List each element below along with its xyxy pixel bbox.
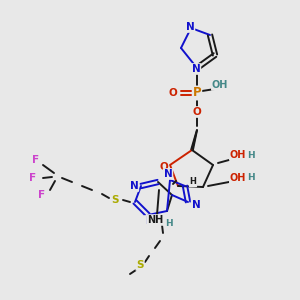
Text: F: F [29,173,37,183]
Text: N: N [145,216,153,226]
Text: N: N [186,22,194,32]
Text: O: O [169,88,177,98]
Text: S: S [111,195,119,205]
Text: O: O [193,107,201,117]
Text: S: S [136,260,144,270]
Text: NH: NH [147,215,163,225]
Text: N: N [164,169,172,179]
Text: H: H [247,173,255,182]
Text: O: O [160,162,168,172]
Text: H: H [247,151,255,160]
Text: N: N [130,181,138,191]
Text: N: N [192,64,200,74]
Text: OH: OH [230,150,246,160]
Text: OH: OH [230,173,246,183]
Text: H: H [190,178,196,187]
Text: F: F [32,155,40,165]
Text: N: N [192,200,200,210]
Text: P: P [193,86,201,100]
Text: OH: OH [212,80,228,90]
Text: H: H [165,218,173,227]
Text: F: F [38,190,46,200]
